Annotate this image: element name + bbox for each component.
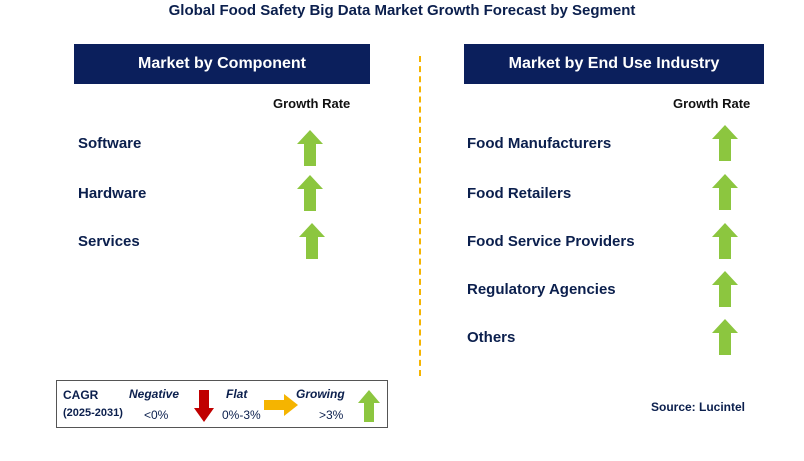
legend-negative-range: <0% xyxy=(144,408,169,422)
end-use-header: Market by End Use Industry xyxy=(464,44,764,84)
page-title: Global Food Safety Big Data Market Growt… xyxy=(168,2,636,19)
growing-arrow-icon xyxy=(712,223,738,259)
negative-arrow-icon xyxy=(194,390,214,422)
growing-arrow-icon xyxy=(297,175,323,211)
component-header: Market by Component xyxy=(74,44,370,84)
legend-growing-label: Growing xyxy=(296,387,345,401)
panel-divider xyxy=(419,56,421,376)
growing-arrow-icon xyxy=(358,390,380,422)
flat-arrow-icon xyxy=(264,394,298,416)
end-use-row-label: Food Service Providers xyxy=(467,233,635,250)
legend-years-label: (2025-2031) xyxy=(63,407,123,419)
end-use-row-label: Others xyxy=(467,329,516,346)
legend-flat-range: 0%-3% xyxy=(222,408,261,422)
cagr-legend: CAGR (2025-2031) Negative <0% Flat 0%-3%… xyxy=(56,380,388,428)
component-row-label: Services xyxy=(78,233,140,250)
legend-cagr-label: CAGR xyxy=(63,388,99,402)
growing-arrow-icon xyxy=(297,130,323,166)
legend-flat-label: Flat xyxy=(226,387,248,401)
growing-arrow-icon xyxy=(299,223,325,259)
end-use-row-label: Regulatory Agencies xyxy=(467,281,616,298)
growing-arrow-icon xyxy=(712,174,738,210)
growing-arrow-icon xyxy=(712,125,738,161)
end-use-row-label: Food Retailers xyxy=(467,185,572,202)
end-use-row-label: Food Manufacturers xyxy=(467,135,612,152)
component-row-label: Hardware xyxy=(78,185,147,202)
source-label: Source: Lucintel xyxy=(651,400,746,414)
legend-negative-label: Negative xyxy=(129,387,180,401)
growing-arrow-icon xyxy=(712,271,738,307)
component-growth-rate-label: Growth Rate xyxy=(273,96,351,111)
end-use-growth-rate-label: Growth Rate xyxy=(673,96,751,111)
legend-growing-range: >3% xyxy=(319,408,344,422)
component-row-label: Software xyxy=(78,135,142,152)
growing-arrow-icon xyxy=(712,319,738,355)
